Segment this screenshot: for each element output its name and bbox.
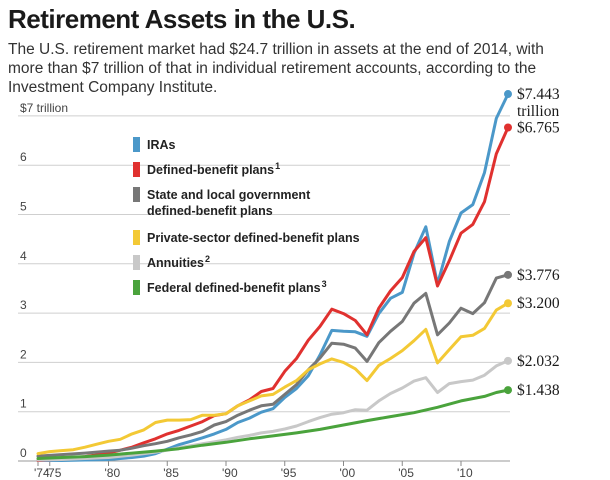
x-tick-label: '05 (398, 466, 414, 480)
x-tick-label: '74 (34, 466, 50, 480)
x-tick-label: '00 (340, 466, 356, 480)
chart-title: Retirement Assets in the U.S. (8, 4, 356, 34)
series-end-label: $3.776 (517, 267, 560, 284)
series-line-4 (36, 359, 510, 462)
y-tick-label: 0 (20, 446, 27, 460)
y-tick-label: $7 trillion (20, 101, 68, 115)
series-line-1 (36, 126, 510, 462)
legend-label: Defined-benefit plans1 (147, 161, 280, 177)
legend-swatch-3 (133, 230, 140, 245)
legend-label: Private-sector defined-benefit plans (147, 231, 360, 245)
x-tick-label: '85 (163, 466, 179, 480)
y-tick-label: 6 (20, 150, 27, 164)
series-line-3 (36, 301, 510, 456)
series-line-2 (36, 273, 510, 458)
series-end-marker-4 (504, 356, 512, 365)
legend-label: IRAs (147, 138, 176, 152)
legend-swatch-0 (133, 137, 140, 152)
x-tick-label: '80 (105, 466, 121, 480)
series-end-marker-5 (504, 386, 512, 395)
series-end-marker-3 (504, 299, 512, 308)
series-end-marker-1 (504, 123, 512, 132)
legend-label: defined-benefit plans (147, 204, 273, 218)
y-tick-label: 4 (20, 249, 27, 263)
y-tick-label: 5 (20, 200, 27, 214)
x-tick-label: '10 (457, 466, 473, 480)
legend-swatch-2 (133, 187, 140, 202)
x-tick-label: '95 (281, 466, 297, 480)
y-tick-label: 2 (20, 347, 27, 361)
legend-label: State and local government (147, 188, 311, 202)
y-tick-label: 1 (20, 397, 27, 411)
series-end-marker-2 (504, 270, 512, 279)
x-tick-label: '90 (222, 466, 238, 480)
legend-label: Annuities2 (147, 254, 210, 270)
y-tick-label: 3 (20, 298, 27, 312)
x-tick-label: '75 (46, 466, 62, 480)
legend-swatch-1 (133, 162, 140, 177)
series-end-label: $1.438 (517, 382, 560, 399)
series-end-label: $2.032 (517, 353, 560, 370)
series-end-marker-0 (504, 90, 512, 99)
series-end-label: $3.200 (517, 295, 560, 312)
legend-swatch-4 (133, 255, 140, 270)
chart-subtitle: The U.S. retirement market had $24.7 tri… (8, 41, 544, 96)
series-line-5 (36, 388, 510, 460)
series-end-label: $6.765 (517, 119, 560, 136)
series-end-label: $7.443 (517, 86, 560, 103)
legend-swatch-5 (133, 280, 140, 295)
series-end-label-unit: trillion (517, 103, 559, 120)
legend-label: Federal defined-benefit plans3 (147, 279, 327, 295)
